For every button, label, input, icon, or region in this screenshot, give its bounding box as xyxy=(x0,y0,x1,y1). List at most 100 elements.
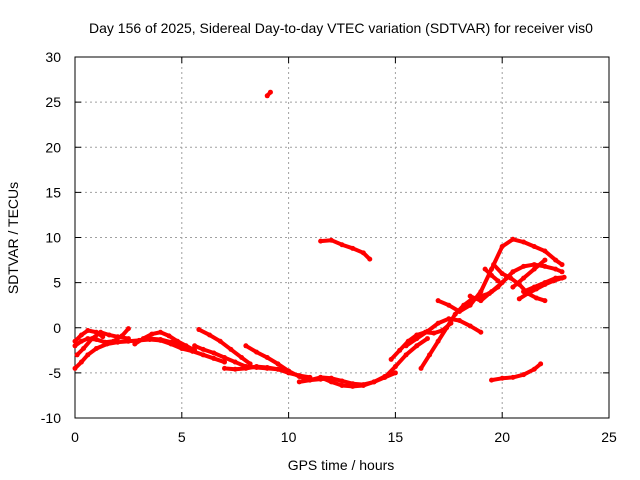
data-point xyxy=(482,266,488,272)
x-tick-label: 10 xyxy=(281,429,297,445)
data-point xyxy=(200,346,206,352)
data-point xyxy=(521,239,527,245)
data-point xyxy=(559,275,565,281)
series-track-23 xyxy=(318,237,373,262)
data-point xyxy=(78,338,84,344)
data-point xyxy=(100,334,106,340)
data-point xyxy=(125,336,131,342)
data-point xyxy=(525,290,531,296)
data-point xyxy=(435,338,441,344)
y-tick-label: -10 xyxy=(41,410,61,426)
data-point xyxy=(166,333,172,339)
data-point xyxy=(489,272,495,278)
data-point xyxy=(435,320,441,326)
data-point xyxy=(403,352,409,358)
data-point xyxy=(157,336,163,342)
data-point xyxy=(397,347,403,353)
data-point xyxy=(452,311,458,317)
series-track-13 xyxy=(382,336,430,380)
data-point xyxy=(125,326,131,332)
data-point xyxy=(78,332,84,338)
data-point xyxy=(478,289,484,295)
data-point xyxy=(521,263,527,269)
series-line xyxy=(510,258,547,290)
data-point xyxy=(414,343,420,349)
data-point xyxy=(339,383,345,389)
data-point xyxy=(254,349,260,355)
data-point xyxy=(222,359,228,365)
data-point xyxy=(435,298,441,304)
data-point xyxy=(207,332,213,338)
data-point xyxy=(467,323,473,329)
data-point xyxy=(478,329,484,335)
data-point xyxy=(275,366,281,372)
x-tick-label: 25 xyxy=(601,429,617,445)
data-point xyxy=(196,327,202,333)
data-point xyxy=(168,339,174,345)
data-point xyxy=(403,343,409,349)
data-point xyxy=(222,365,228,371)
data-point xyxy=(189,348,195,354)
data-point xyxy=(521,289,527,295)
data-point xyxy=(478,298,484,304)
data-point xyxy=(275,361,281,367)
data-point xyxy=(140,336,146,342)
data-point xyxy=(267,89,273,95)
series-track-26 xyxy=(516,275,565,302)
data-point xyxy=(85,327,91,333)
data-point xyxy=(179,343,185,349)
data-point xyxy=(89,336,95,342)
data-point xyxy=(307,377,313,383)
data-point xyxy=(388,356,394,362)
axis-ticks: 0 5 10 15 20 25 -10 -5 0 5 10 15 20 25 30 xyxy=(41,49,617,445)
data-point xyxy=(499,375,505,381)
data-point xyxy=(510,374,516,380)
data-point xyxy=(115,334,121,340)
data-point xyxy=(531,266,537,272)
series-track-21 xyxy=(482,266,501,284)
data-point xyxy=(360,383,366,389)
data-point xyxy=(350,383,356,389)
series-track-17 xyxy=(435,236,565,315)
data-point xyxy=(542,298,548,304)
data-point xyxy=(318,238,324,244)
data-point xyxy=(367,256,373,262)
data-point xyxy=(418,365,424,371)
series-track-6 xyxy=(147,336,228,365)
data-point xyxy=(392,370,398,376)
data-point xyxy=(81,346,87,352)
data-point xyxy=(444,325,450,331)
data-series xyxy=(72,89,567,389)
data-point xyxy=(339,242,345,248)
data-point xyxy=(559,269,565,275)
data-point xyxy=(132,341,138,347)
data-point xyxy=(232,366,238,372)
data-point xyxy=(533,286,539,292)
data-point xyxy=(243,343,249,349)
data-point xyxy=(318,374,324,380)
data-point xyxy=(74,352,80,358)
data-point xyxy=(149,331,155,337)
y-tick-label: 5 xyxy=(53,275,61,291)
data-point xyxy=(211,350,217,356)
data-point xyxy=(360,250,366,256)
data-point xyxy=(542,257,548,263)
data-point xyxy=(559,262,565,268)
data-point xyxy=(414,336,420,342)
data-point xyxy=(93,346,99,352)
series-track-15 xyxy=(403,316,484,349)
y-tick-label: 20 xyxy=(45,139,61,155)
chart-title: Day 156 of 2025, Sidereal Day-to-day VTE… xyxy=(89,20,593,36)
series-track-4 xyxy=(72,327,106,344)
data-point xyxy=(110,338,116,344)
data-point xyxy=(499,280,505,286)
data-point xyxy=(254,364,260,370)
data-point xyxy=(232,359,238,365)
data-point xyxy=(339,378,345,384)
data-point xyxy=(446,302,452,308)
data-point xyxy=(467,302,473,308)
series-track-25 xyxy=(489,361,544,383)
data-point xyxy=(508,275,514,281)
y-axis-label: SDTVAR / TECUs xyxy=(5,182,21,294)
